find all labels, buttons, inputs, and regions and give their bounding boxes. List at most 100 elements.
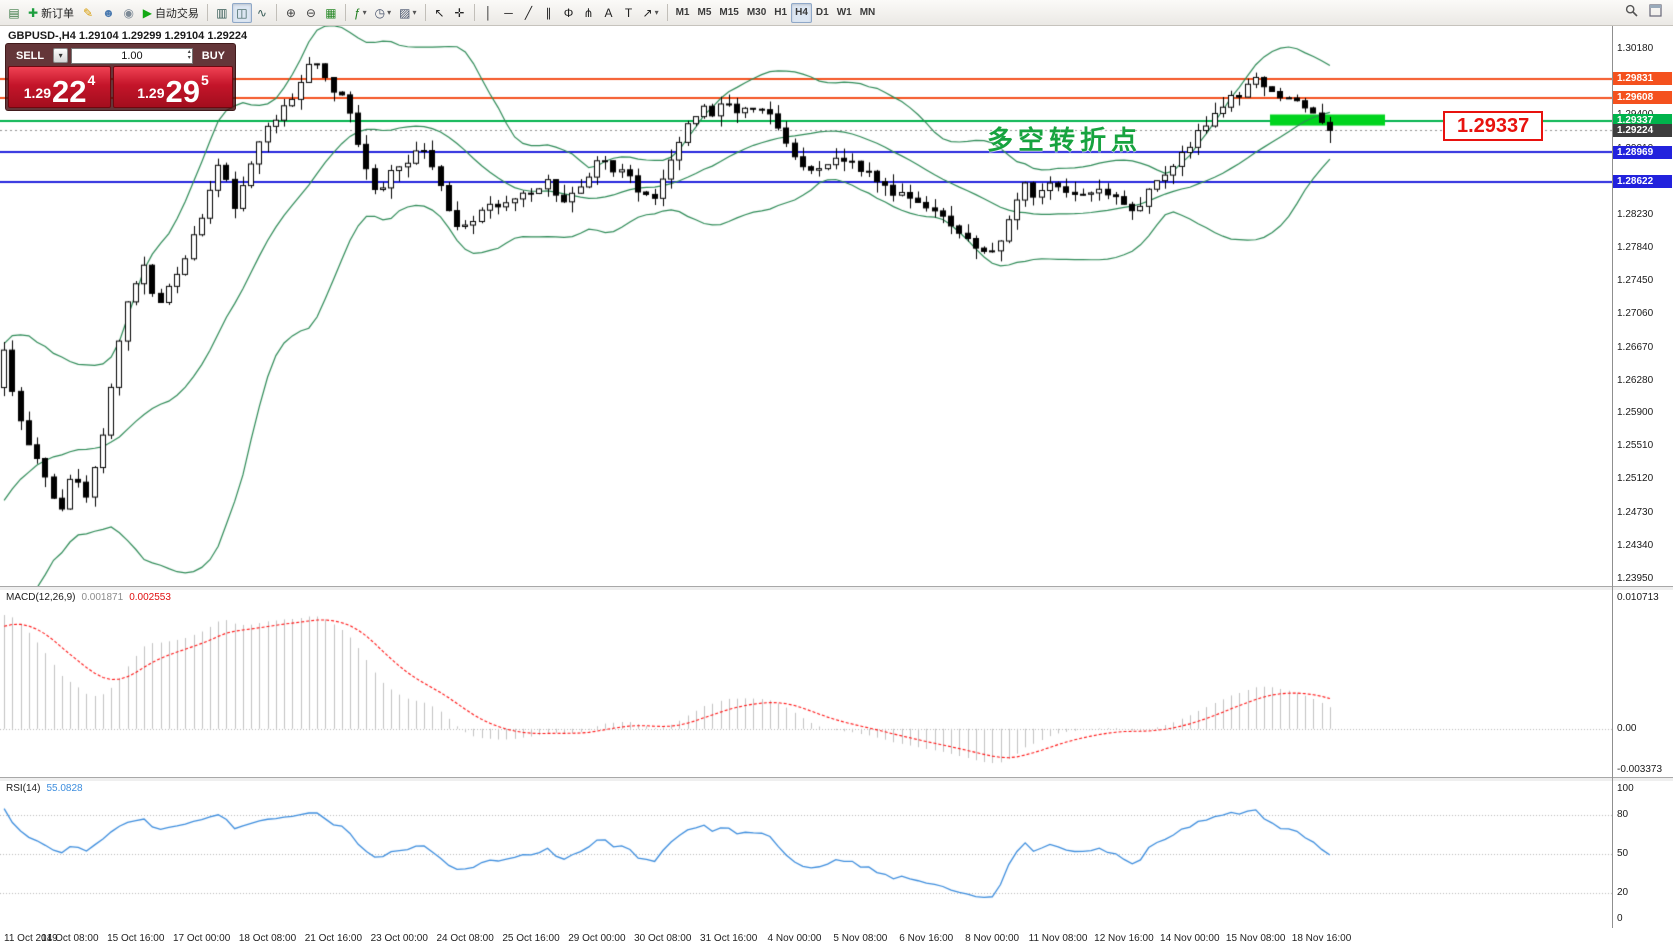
arrows-dropdown[interactable]: ↗ ▾ xyxy=(639,3,663,23)
zoom-in-button[interactable]: ⊕ xyxy=(281,3,301,23)
price-callout-label: 1.29337 xyxy=(1443,111,1544,141)
macd-chart-canvas[interactable] xyxy=(0,590,1612,777)
time-axis-label: 15 Oct 16:00 xyxy=(107,933,165,944)
bars-button[interactable]: ▥ xyxy=(212,3,232,23)
timeframe-m15-button[interactable]: M15 xyxy=(715,3,742,23)
panel-separator[interactable] xyxy=(0,777,1673,781)
one-click-trading-panel: SELL ▾ 1.00 ▴ ▾ BUY 1.29 22 4 1.29 29 5 xyxy=(5,43,236,111)
new-order-button[interactable]: ✚ 新订单 xyxy=(24,3,78,23)
macd-axis-label: 0.00 xyxy=(1617,722,1637,734)
bar-chart-icon: ▥ xyxy=(216,5,228,20)
timeframe-m1-button[interactable]: M1 xyxy=(672,3,694,23)
new-chart-icon: ▤ xyxy=(8,5,20,20)
rsi-axis-label: 80 xyxy=(1617,809,1629,820)
toolbar-separator xyxy=(666,4,668,21)
price-axis-label: 1.23950 xyxy=(1617,573,1654,584)
panel-separator[interactable] xyxy=(0,586,1673,590)
price-level-tag: 1.29831 xyxy=(1613,72,1672,86)
new-window-button[interactable] xyxy=(1645,3,1666,23)
timeframe-m30-button-label: M30 xyxy=(746,7,767,18)
window-icon xyxy=(1649,3,1662,22)
timeframe-w1-button[interactable]: W1 xyxy=(833,3,856,23)
search-icon xyxy=(1625,4,1638,22)
cursor-button[interactable]: ↖ xyxy=(430,3,450,23)
price-axis-label: 1.30180 xyxy=(1617,43,1654,54)
current-price-tag: 1.29224 xyxy=(1613,123,1672,137)
chevron-down-icon: ▾ xyxy=(412,8,417,17)
price-chart-canvas[interactable] xyxy=(0,26,1612,586)
periods-dropdown[interactable]: ◷ ▾ xyxy=(371,3,396,23)
vertical-line-icon: │ xyxy=(484,5,493,20)
timeframe-m30-button[interactable]: M30 xyxy=(743,3,770,23)
timeframe-mn-button[interactable]: MN xyxy=(856,3,880,23)
spinner-up-icon: ▴ xyxy=(187,49,191,56)
buy-price-prefix: 1.29 xyxy=(137,85,165,101)
trade-panel-top-row: SELL ▾ 1.00 ▴ ▾ BUY xyxy=(8,46,233,65)
tile-windows-icon: ▦ xyxy=(325,5,337,20)
candlestick-chart-icon: ◫ xyxy=(236,5,248,20)
community-button[interactable]: ☻ xyxy=(98,3,119,23)
time-axis-label: 12 Nov 16:00 xyxy=(1094,933,1154,944)
pitchfork-button[interactable]: ⋔ xyxy=(579,3,599,23)
autotrading-play-icon: ▶ xyxy=(142,5,152,20)
chevron-down-icon: ▾ xyxy=(654,8,659,17)
time-axis-label: 30 Oct 08:00 xyxy=(634,933,692,944)
zoom-out-button[interactable]: ⊖ xyxy=(301,3,321,23)
indicators-dropdown[interactable]: ƒ ▾ xyxy=(350,3,371,23)
time-axis-label: 8 Nov 00:00 xyxy=(965,933,1020,944)
timeframe-d1-button[interactable]: D1 xyxy=(812,3,833,23)
timeframe-m15-button-label: M15 xyxy=(719,7,739,18)
sell-price-big: 22 xyxy=(51,73,87,109)
autotrading-button[interactable]: ▶ 自动交易 xyxy=(139,3,203,23)
metaeditor-button[interactable]: ✎ xyxy=(78,3,98,23)
sell-button[interactable]: 1.29 22 4 xyxy=(8,66,111,108)
time-axis-label: 14 Nov 00:00 xyxy=(1160,933,1220,944)
price-axis-label: 1.25510 xyxy=(1617,440,1654,452)
text-icon: A xyxy=(604,5,613,20)
timeframe-m1-button-label: M1 xyxy=(675,7,690,18)
toolbar-separator xyxy=(275,4,277,21)
channel-button[interactable]: ∥ xyxy=(539,3,559,23)
timeframe-w1-button-label: W1 xyxy=(836,7,852,18)
buy-button[interactable]: 1.29 29 5 xyxy=(113,66,233,108)
rsi-axis-label: 50 xyxy=(1617,848,1629,859)
lot-spinner[interactable]: ▴ ▾ xyxy=(188,49,191,63)
time-axis-label: 23 Oct 00:00 xyxy=(370,933,428,944)
price-axis-label: 1.27450 xyxy=(1617,275,1654,287)
fibonacci-button[interactable]: Φ xyxy=(559,3,579,23)
crosshair-button[interactable]: ✛ xyxy=(450,3,470,23)
time-axis-label: 25 Oct 16:00 xyxy=(502,933,560,944)
label-button[interactable]: T xyxy=(619,3,639,23)
toolbar-separator xyxy=(344,4,346,21)
chevron-down-icon: ▾ xyxy=(58,51,63,60)
lot-size-field[interactable]: 1.00 ▴ ▾ xyxy=(71,47,193,64)
tile-windows-button[interactable]: ▦ xyxy=(321,3,341,23)
new-chart-button[interactable]: ▤ xyxy=(4,3,24,23)
horizontal-line-button[interactable]: ─ xyxy=(499,3,519,23)
autotrading-button-label: 自动交易 xyxy=(154,7,199,20)
arrow-objects-icon: ↗ xyxy=(642,5,653,20)
time-axis-label: 4 Nov 00:00 xyxy=(767,933,822,944)
price-axis-label: 1.27840 xyxy=(1617,242,1654,254)
timeframe-h4-button-label: H4 xyxy=(795,7,808,18)
crosshair-icon: ✛ xyxy=(454,5,465,20)
zoom-in-icon: ⊕ xyxy=(285,5,296,20)
search-button[interactable] xyxy=(1621,3,1642,23)
timeframe-m5-button[interactable]: M5 xyxy=(693,3,715,23)
line-chart-icon: ∿ xyxy=(256,5,267,20)
price-axis: 1.301801.297901.294001.290101.286201.282… xyxy=(1612,26,1673,586)
timeframe-h1-button[interactable]: H1 xyxy=(770,3,791,23)
trendline-button[interactable]: ╱ xyxy=(519,3,539,23)
text-button[interactable]: A xyxy=(599,3,619,23)
chart-title: GBPUSD-,H4 1.29104 1.29299 1.29104 1.292… xyxy=(8,30,248,42)
marketplace-button[interactable]: ◉ xyxy=(119,3,139,23)
order-type-dropdown[interactable]: ▾ xyxy=(53,48,69,63)
line-chart-button[interactable]: ∿ xyxy=(252,3,272,23)
candles-button[interactable]: ◫ xyxy=(231,2,252,23)
marketplace-icon: ◉ xyxy=(123,5,134,20)
vertical-line-button[interactable]: │ xyxy=(479,3,499,23)
timeframe-mn-button-label: MN xyxy=(859,7,876,18)
templates-dropdown[interactable]: ▨ ▾ xyxy=(395,3,420,23)
timeframe-h4-button[interactable]: H4 xyxy=(791,2,812,23)
rsi-chart-canvas[interactable] xyxy=(0,781,1612,928)
